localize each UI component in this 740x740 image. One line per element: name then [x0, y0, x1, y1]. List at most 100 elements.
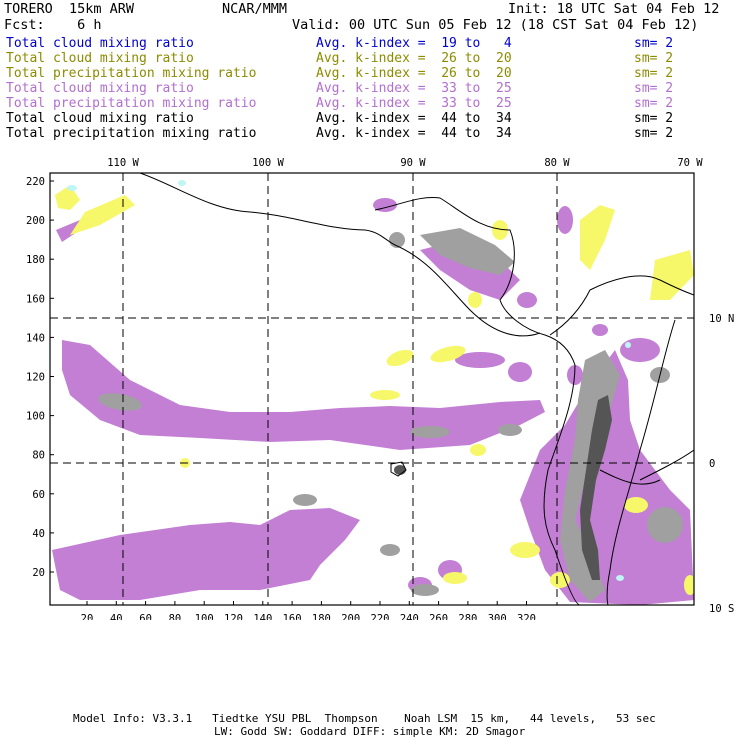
peru-border: [599, 469, 661, 485]
legend-stat: Avg. k-index = 19 to 4: [316, 36, 512, 51]
coastlines: [139, 173, 694, 605]
latitude-label: 10 N: [709, 313, 734, 325]
x-tick-label: 200: [341, 613, 360, 620]
cyan-cloud-speck: [178, 180, 186, 186]
legend-stat: Avg. k-index = 44 to 34: [316, 111, 512, 126]
gray-cloud-patch: [647, 507, 683, 543]
longitude-label: 90 W: [400, 157, 426, 169]
init-time: Init: 18 UTC Sat 04 Feb 12: [508, 1, 720, 17]
longitude-label: 100 W: [252, 157, 284, 169]
x-tick-label: 220: [371, 613, 390, 620]
dark-cloud-core: [580, 395, 612, 580]
legend-label: Total cloud mixing ratio: [6, 111, 194, 126]
south-america-coastline: [374, 196, 581, 605]
yellow-cloud-patch: [684, 575, 694, 595]
purple-cloud-band: [62, 340, 545, 450]
yellow-cloud-patch: [470, 444, 486, 456]
x-tick-label: 20: [81, 613, 94, 620]
legend-sm: sm= 2: [634, 111, 674, 126]
yellow-cloud-patch: [624, 497, 648, 513]
legend-stat: Avg. k-index = 33 to 25: [316, 81, 512, 96]
x-tick-label: 260: [429, 613, 448, 620]
yellow-cloud-patch: [510, 542, 540, 558]
legend-sm: sm= 2: [634, 36, 674, 51]
gray-cloud-patch: [411, 584, 439, 596]
y-tick-label: 80: [32, 450, 45, 462]
legend-label: Total cloud mixing ratio: [6, 81, 194, 96]
cyan-cloud-speck: [67, 185, 77, 191]
legend-stat: Avg. k-index = 33 to 25: [316, 96, 512, 111]
x-tick-label: 100: [195, 613, 214, 620]
cyan-cloud-speck: [625, 342, 631, 348]
legend-sm: sm= 2: [634, 66, 674, 81]
y-tick-label: 60: [32, 489, 45, 501]
y-tick-label: 160: [26, 293, 45, 305]
center-label: NCAR/MMM: [222, 1, 288, 17]
x-tick-label: 160: [283, 613, 302, 620]
model-title: TORERO 15km ARW: [4, 1, 135, 17]
gray-cloud-patch: [420, 228, 515, 275]
plot-frame: [49, 172, 695, 606]
legend-sm: sm= 2: [634, 126, 674, 141]
purple-cloud-band: [52, 508, 360, 600]
pacific-coastline: [139, 173, 541, 337]
legend-label: Total cloud mixing ratio: [6, 36, 194, 51]
gray-cloud-patch: [98, 393, 142, 411]
legend-label: Total precipitation mixing ratio: [6, 66, 257, 81]
gray-cloud-patch: [293, 494, 317, 506]
legend-stat: Avg. k-index = 44 to 34: [316, 126, 512, 141]
y-tick-label: 100: [26, 411, 45, 423]
x-tick-label: 40: [110, 613, 123, 620]
longitude-label: 70 W: [677, 157, 703, 169]
y-tick-label: 40: [32, 528, 45, 540]
amazon-border: [639, 449, 694, 481]
valid-time: Valid: 00 UTC Sun 05 Feb 12 (18 CST Sat …: [292, 17, 699, 33]
legend-label: Total precipitation mixing ratio: [6, 126, 257, 141]
x-tick-label: 320: [517, 613, 536, 620]
physics-info: LW: Godd SW: Goddard DIFF: simple KM: 2D…: [214, 725, 526, 738]
purple-cloud-patch: [373, 198, 397, 212]
longitude-label: 80 W: [544, 157, 570, 169]
cloud-fields: [52, 180, 694, 605]
latitude-label: 10 S: [709, 603, 734, 615]
gray-cloud-patch: [410, 426, 450, 438]
longitude-label: 110 W: [107, 157, 139, 169]
yellow-cloud-patch: [550, 572, 570, 588]
purple-cloud-patch: [508, 362, 532, 382]
purple-cloud-patch: [455, 352, 505, 368]
galapagos-islands: [390, 461, 407, 477]
x-tick-label: 300: [488, 613, 507, 620]
y-tick-label: 200: [26, 215, 45, 227]
legend-stat: Avg. k-index = 26 to 20: [316, 66, 512, 81]
purple-cloud-patch: [517, 292, 537, 308]
yellow-cloud-patch: [386, 349, 414, 367]
model-info: Model Info: V3.3.1 Tiedtke YSU PBL Thomp…: [73, 712, 656, 725]
y-tick-label: 140: [26, 332, 45, 344]
yellow-cloud-patch: [370, 390, 400, 400]
legend-stat: Avg. k-index = 26 to 20: [316, 51, 512, 66]
x-tick-label: 140: [253, 613, 272, 620]
latitude-label: 0: [709, 458, 715, 470]
x-tick-label: 240: [400, 613, 419, 620]
x-tick-label: 180: [312, 613, 331, 620]
x-tick-label: 280: [458, 613, 477, 620]
cyan-cloud-speck: [616, 575, 624, 581]
yellow-cloud-patch: [492, 220, 508, 240]
purple-cloud-patch: [592, 324, 608, 336]
y-tick-label: 220: [26, 176, 45, 188]
x-tick-label: 120: [224, 613, 243, 620]
yellow-cloud-patch: [55, 185, 80, 210]
lat-lon-grid: [50, 173, 694, 605]
map-plot: 110 W 100 W 90 W 80 W 70 W 10 N 0 10 S 20 40 60 80 1…: [26, 157, 734, 620]
purple-cloud-patch: [620, 338, 660, 362]
yellow-cloud-patch: [650, 250, 694, 300]
gray-cloud-patch: [380, 544, 400, 556]
purple-cloud-patch: [557, 206, 573, 234]
legend-sm: sm= 2: [634, 96, 674, 111]
axis-labels: 110 W 100 W 90 W 80 W 70 W 10 N 0 10 S 20 40 60 80 1…: [26, 157, 734, 620]
legend-sm: sm= 2: [634, 81, 674, 96]
x-tick-label: 80: [169, 613, 182, 620]
andes-border: [606, 319, 676, 605]
yellow-cloud-patch: [468, 292, 482, 308]
yellow-cloud-patch: [70, 195, 135, 235]
